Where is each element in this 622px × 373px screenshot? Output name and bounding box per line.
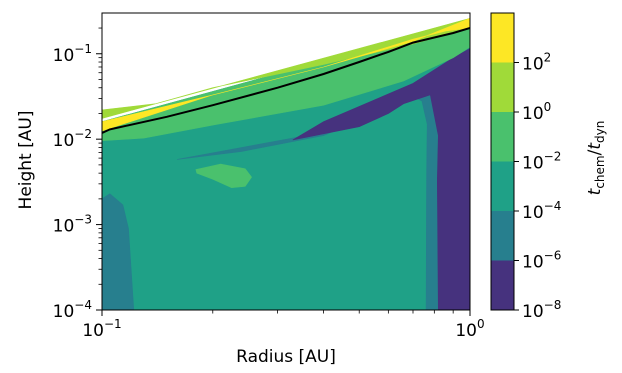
colorbar-tick-label-0: 10−8: [522, 298, 561, 322]
colorbar-swatch-2: [491, 161, 514, 211]
x-axis-ticks: 10−1 100: [82, 310, 485, 341]
contour-region-0: [102, 20, 470, 310]
contour-region-6: [102, 17, 470, 119]
colorbar-ticks: 10−8 10−6 10−4 10−2 100 102: [514, 51, 561, 322]
colorbar-tick-label-5: 102: [522, 51, 551, 75]
x-axis-label: Radius [AU]: [236, 347, 336, 367]
colorbar: [491, 13, 514, 310]
x-tick-label-0: 10−1: [82, 317, 121, 341]
x-tick-label-1: 100: [455, 317, 484, 341]
contour-region-4: [195, 163, 252, 189]
contour-region-7: [102, 17, 470, 132]
contour-line: [102, 27, 470, 134]
contour-region-3: [292, 48, 470, 310]
colorbar-swatch-0: [491, 260, 514, 310]
colorbar-tick-label-2: 10−4: [522, 199, 561, 223]
colorbar-swatch-5: [491, 13, 514, 63]
contour-lines: [102, 27, 470, 134]
y-tick-label-2: 10−2: [53, 127, 92, 151]
colorbar-label: tchem/tdyn: [585, 121, 607, 196]
plot-frame: [101, 12, 471, 311]
y-tick-label-1: 10−3: [53, 213, 92, 237]
colorbar-swatch-1: [491, 211, 514, 261]
y-axis-label: Height [AU]: [16, 111, 36, 210]
y-tick-label-3: 10−1: [53, 42, 92, 66]
y-tick-label-0: 10−4: [53, 298, 92, 322]
contour-regions: [102, 17, 470, 310]
colorbar-swatch-3: [491, 112, 514, 162]
contour-region-1: [102, 193, 135, 310]
colorbar-tick-label-4: 100: [522, 100, 551, 124]
colorbar-tick-label-3: 10−2: [522, 150, 561, 174]
colorbar-tick-label-1: 10−6: [522, 249, 561, 273]
colorbar-swatch-4: [491, 62, 514, 112]
y-axis-ticks: 10−4 10−3 10−2 10−1: [53, 27, 102, 322]
